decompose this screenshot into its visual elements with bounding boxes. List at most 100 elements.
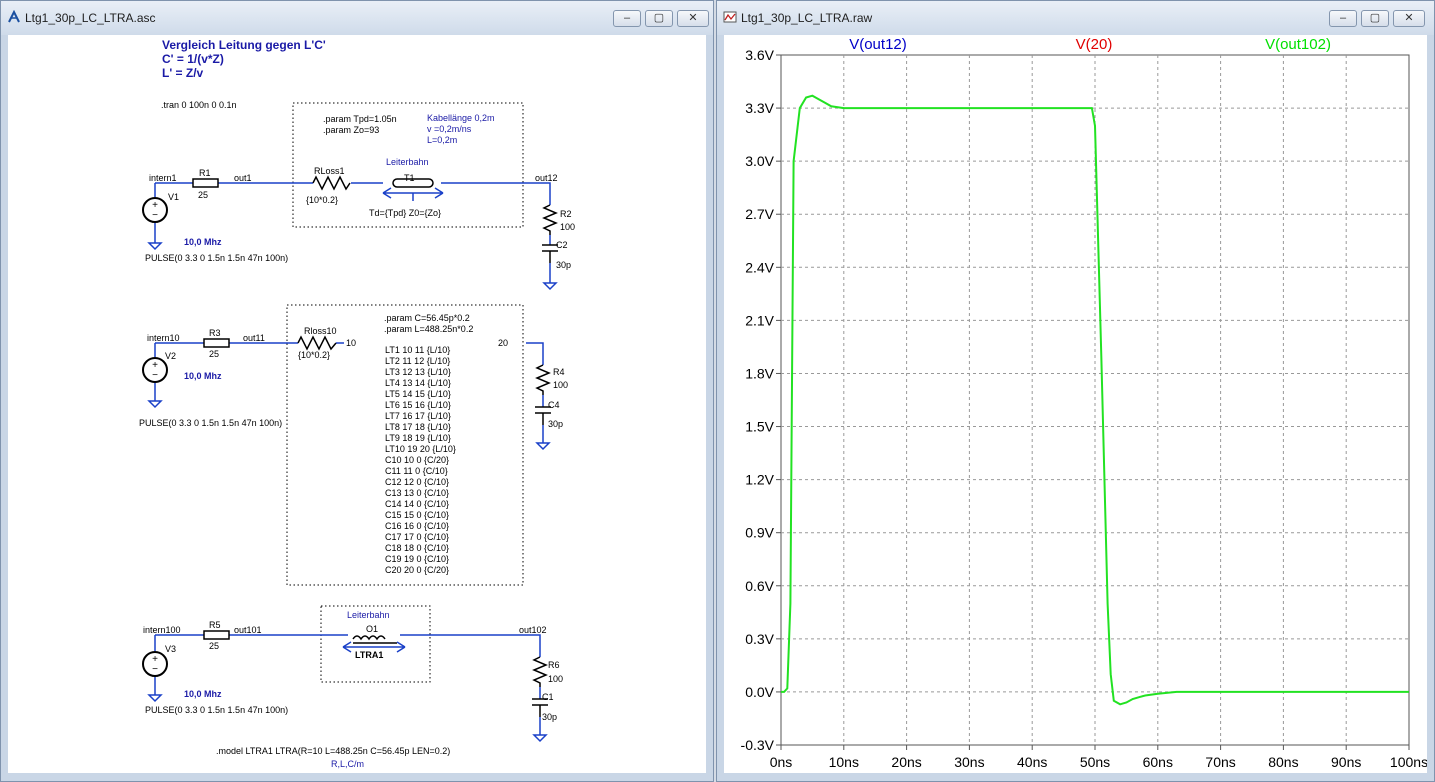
netlist-line: LT8 17 18 {L/10} bbox=[385, 422, 451, 432]
ltspice-schematic-icon bbox=[8, 10, 20, 23]
param-l[interactable]: .param L=488.25n*0.2 bbox=[384, 324, 473, 334]
netlist-line: C14 14 0 {C/10} bbox=[385, 499, 449, 509]
value-r6: 100 bbox=[548, 674, 563, 684]
label-rloss1: RLoss1 bbox=[314, 166, 345, 176]
freq-v3: 10,0 Mhz bbox=[184, 689, 222, 699]
value-r4: 100 bbox=[553, 380, 568, 390]
netlist-line: C17 17 0 {C/10} bbox=[385, 532, 449, 542]
y-tick-label: 3.3V bbox=[745, 100, 774, 116]
capacitor-c2[interactable] bbox=[542, 244, 558, 263]
value-rloss10: {10*0.2} bbox=[298, 350, 330, 360]
value-ltra1: LTRA1 bbox=[355, 650, 383, 660]
netlist-line: LT6 15 16 {L/10} bbox=[385, 400, 451, 410]
transmission-line-t1[interactable] bbox=[382, 178, 444, 201]
net-10: 10 bbox=[346, 338, 356, 348]
schematic-drawing: +− Vergleich Leitung gegen L'C' C' = 1/(… bbox=[139, 38, 575, 769]
label-r6: R6 bbox=[548, 660, 560, 670]
ltra-element-o1[interactable] bbox=[342, 635, 406, 653]
waveform-canvas[interactable]: 0ns 10ns 20ns 30ns 40ns 50ns 60ns 70ns 80ns 90ns 1… bbox=[724, 35, 1427, 773]
label-c4: C4 bbox=[548, 400, 560, 410]
resistor-r2[interactable] bbox=[542, 204, 558, 235]
close-button[interactable]: ✕ bbox=[677, 10, 709, 27]
resistor-rloss1[interactable] bbox=[312, 175, 351, 191]
pulse-v3[interactable]: PULSE(0 3.3 0 1.5n 1.5n 47n 100n) bbox=[145, 705, 288, 715]
waveform-plot[interactable]: 0ns 10ns 20ns 30ns 40ns 50ns 60ns 70ns 80ns 90ns 1… bbox=[724, 35, 1427, 773]
pulse-v1[interactable]: PULSE(0 3.3 0 1.5n 1.5n 47n 100n) bbox=[145, 253, 288, 263]
resistor-r1[interactable] bbox=[192, 178, 219, 188]
ground-2 bbox=[543, 274, 557, 290]
netlist-line: LT4 13 14 {L/10} bbox=[385, 378, 451, 388]
x-tick-label: 40ns bbox=[1017, 754, 1047, 770]
value-c4: 30p bbox=[548, 419, 563, 429]
value-c1: 30p bbox=[542, 712, 557, 722]
value-rloss1: {10*0.2} bbox=[306, 195, 338, 205]
directive-box-1 bbox=[292, 102, 524, 228]
schematic-titlebar[interactable]: Ltg1_30p_LC_LTRA.asc – ▢ ✕ bbox=[1, 1, 713, 35]
schematic-canvas[interactable]: +− Vergleich Leitung gegen L'C' C' = 1/(… bbox=[8, 35, 706, 773]
tran-directive[interactable]: .tran 0 100n 0 0.1n bbox=[161, 100, 237, 110]
legend-entry[interactable]: V(out102) bbox=[1265, 36, 1331, 53]
voltage-source-v1[interactable] bbox=[142, 197, 168, 223]
x-tick-label: 60ns bbox=[1143, 754, 1173, 770]
label-r3: R3 bbox=[209, 328, 221, 338]
kabel-note-3: L=0,2m bbox=[427, 135, 457, 145]
label-t1: T1 bbox=[404, 173, 415, 183]
label-r1: R1 bbox=[199, 168, 211, 178]
minimize-button[interactable]: – bbox=[613, 10, 641, 27]
x-tick-label: 10ns bbox=[829, 754, 859, 770]
net-out101: out101 bbox=[234, 625, 262, 635]
close-icon: ✕ bbox=[688, 12, 698, 24]
resistor-r3[interactable] bbox=[203, 338, 230, 348]
capacitor-c1[interactable] bbox=[532, 698, 548, 717]
minimize-button[interactable]: – bbox=[1329, 10, 1357, 27]
y-tick-label: 1.5V bbox=[745, 419, 774, 435]
directive-box-3 bbox=[320, 605, 431, 683]
y-tick-label: 0.0V bbox=[745, 684, 774, 700]
netlist-line: C11 11 0 {C/10} bbox=[385, 466, 448, 476]
leiterbahn-label-1: Leiterbahn bbox=[386, 157, 429, 167]
y-tick-label: -0.3V bbox=[741, 737, 775, 753]
x-tick-label: 20ns bbox=[891, 754, 921, 770]
netlist-line: LT1 10 11 {L/10} bbox=[385, 345, 450, 355]
netlist-line: LT3 12 13 {L/10} bbox=[385, 367, 451, 377]
restore-button[interactable]: ▢ bbox=[1361, 10, 1389, 27]
resistor-r6[interactable] bbox=[532, 656, 548, 687]
y-tick-label: 2.7V bbox=[745, 206, 774, 222]
legend-entry[interactable]: V(out12) bbox=[849, 36, 907, 53]
resistor-r4[interactable] bbox=[535, 364, 551, 395]
wire-circuit-2 bbox=[154, 342, 544, 435]
minimize-icon: – bbox=[1339, 12, 1347, 24]
ground-1 bbox=[148, 234, 162, 250]
voltage-source-v3[interactable] bbox=[142, 651, 168, 677]
waveform-viewer-icon bbox=[723, 11, 737, 23]
restore-button[interactable]: ▢ bbox=[645, 10, 673, 27]
net-out12: out12 bbox=[535, 173, 558, 183]
ground-5 bbox=[148, 686, 162, 702]
netlist-block[interactable]: LT1 10 11 {L/10}LT2 11 12 {L/10}LT3 12 1… bbox=[385, 345, 456, 575]
window-title: Ltg1_30p_LC_LTRA.raw bbox=[741, 11, 873, 25]
leiterbahn-label-2: Leiterbahn bbox=[347, 610, 390, 620]
series-line bbox=[781, 94, 1409, 706]
resistor-rloss10[interactable] bbox=[297, 335, 337, 351]
ground-3 bbox=[148, 392, 162, 408]
voltage-source-v2[interactable] bbox=[142, 357, 168, 383]
value-r5: 25 bbox=[209, 641, 219, 651]
model-directive[interactable]: .model LTRA1 LTRA(R=10 L=488.25n C=56.45… bbox=[216, 746, 450, 756]
close-icon: ✕ bbox=[1404, 12, 1414, 24]
value-t1: Td={Tpd} Z0={Zo} bbox=[369, 208, 441, 218]
param-zo[interactable]: .param Zo=93 bbox=[323, 125, 379, 135]
wire-circuit-1 bbox=[154, 182, 551, 275]
legend-entry[interactable]: V(20) bbox=[1076, 36, 1113, 53]
close-button[interactable]: ✕ bbox=[1393, 10, 1425, 27]
label-r2: R2 bbox=[560, 209, 572, 219]
param-tpd[interactable]: .param Tpd=1.05n bbox=[323, 114, 397, 124]
resistor-r5[interactable] bbox=[203, 630, 230, 640]
value-r1: 25 bbox=[198, 190, 208, 200]
param-c[interactable]: .param C=56.45p*0.2 bbox=[384, 313, 470, 323]
x-tick-label: 50ns bbox=[1080, 754, 1110, 770]
waveform-titlebar[interactable]: Ltg1_30p_LC_LTRA.raw – ▢ ✕ bbox=[717, 1, 1434, 35]
y-tick-label: 1.2V bbox=[745, 472, 774, 488]
label-c2: C2 bbox=[556, 240, 568, 250]
pulse-v2[interactable]: PULSE(0 3.3 0 1.5n 1.5n 47n 100n) bbox=[139, 418, 282, 428]
capacitor-c4[interactable] bbox=[535, 406, 551, 425]
